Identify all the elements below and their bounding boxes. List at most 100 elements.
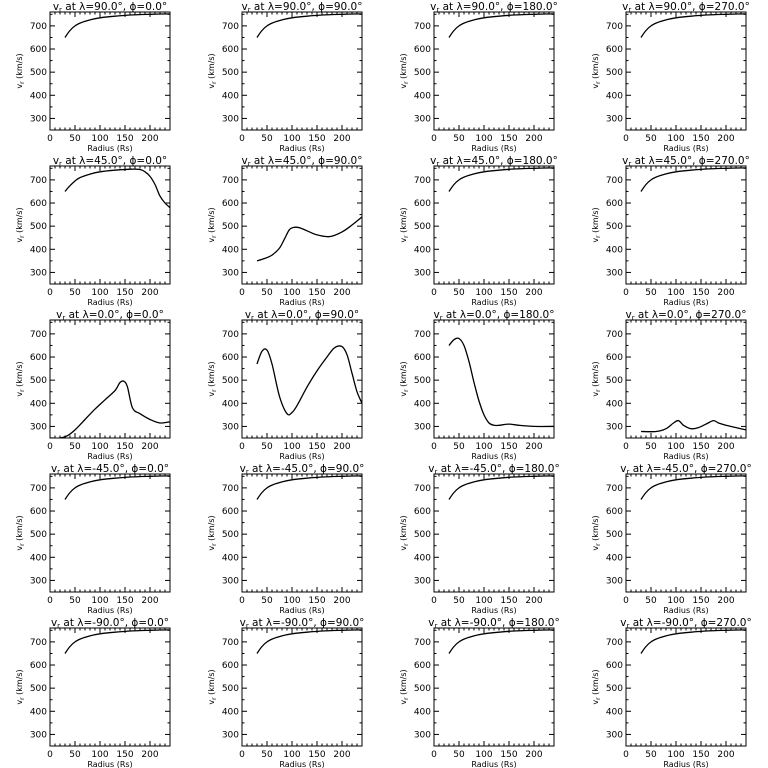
ylabel-subscript: r: [19, 697, 26, 700]
title-subscript: r: [59, 160, 62, 168]
y-tick-label: 600: [222, 353, 239, 363]
ylabel-subscript: r: [595, 543, 602, 546]
title-subscript: r: [436, 160, 439, 168]
x-tick-label: 0: [239, 134, 245, 144]
y-tick-label: 700: [30, 638, 47, 648]
x-axis-label: Radius (Rs): [471, 298, 516, 307]
title-main: v: [241, 155, 247, 167]
plot-frame: [241, 319, 363, 439]
y-tick-label: 700: [30, 484, 47, 494]
y-axis-label: vr (km/s): [399, 53, 410, 88]
panel: vr at λ=-90.0°, ϕ=0.0°0 50 100 150 200300400…: [15, 617, 171, 768]
plot-frame: [433, 319, 555, 439]
title-subscript: r: [57, 622, 60, 630]
y-tick-label: 500: [30, 222, 47, 232]
panel: vr at λ=90.0°, ϕ=270.0°0 50 100 150 20030040…: [591, 1, 750, 153]
y-tick-label: 600: [414, 199, 431, 209]
title-main: v: [56, 309, 62, 321]
x-tick-label: 200: [333, 134, 350, 144]
ylabel-subscript: r: [403, 697, 410, 700]
x-tick-label: 0: [623, 750, 629, 760]
x-tick-label: 0: [47, 288, 53, 298]
x-axis-label: Radius (Rs): [663, 606, 708, 615]
y-tick-label: 600: [222, 661, 239, 671]
title-rest: at λ=45.0°, ϕ=270.0°: [631, 155, 750, 167]
title-rest: at λ=90.0°, ϕ=270.0°: [631, 1, 750, 13]
y-axis-label: vr (km/s): [591, 207, 602, 242]
title-main: v: [51, 463, 57, 475]
x-tick-label: 0: [47, 750, 53, 760]
x-axis-label: Radius (Rs): [87, 760, 132, 768]
y-tick-label: 600: [606, 45, 623, 55]
x-axis-label: Radius (Rs): [471, 144, 516, 153]
title-subscript: r: [62, 314, 65, 322]
y-axis-label: vr (km/s): [207, 53, 218, 88]
y-tick-label: 300: [606, 730, 623, 740]
ylabel-subscript: r: [211, 389, 218, 392]
panel-title: vr at λ=45.0°, ϕ=270.0°: [622, 155, 750, 168]
x-tick-label: 0: [239, 750, 245, 760]
y-tick-label: 700: [222, 22, 239, 32]
y-tick-label: 300: [414, 268, 431, 278]
x-tick-label: 200: [525, 750, 542, 760]
series-line: [64, 475, 170, 500]
ylabel-main: v: [399, 392, 408, 397]
title-main: v: [433, 309, 439, 321]
title-rest: at λ=0.0°, ϕ=0.0°: [65, 309, 164, 321]
title-main: v: [241, 1, 247, 13]
y-tick-label: 400: [30, 91, 47, 101]
y-axis-label: vr (km/s): [591, 515, 602, 550]
y-tick-label: 500: [414, 376, 431, 386]
plot-frame: [433, 473, 555, 593]
title-rest: at λ=45.0°, ϕ=0.0°: [62, 155, 167, 167]
title-subscript: r: [434, 468, 437, 476]
title-main: v: [240, 617, 246, 629]
panel-title: vr at λ=90.0°, ϕ=0.0°: [53, 1, 167, 14]
ylabel-main: v: [207, 700, 216, 705]
x-tick-label: 200: [717, 442, 734, 452]
y-tick-label: 400: [414, 553, 431, 563]
x-tick-label: 50: [645, 288, 657, 298]
series-line: [64, 168, 170, 209]
ylabel-subscript: r: [403, 81, 410, 84]
y-tick-label: 300: [222, 268, 239, 278]
x-tick-label: 200: [141, 596, 158, 606]
y-tick-label: 400: [414, 91, 431, 101]
ylabel-main: v: [15, 238, 24, 243]
y-tick-label: 700: [414, 484, 431, 494]
x-tick-label: 50: [69, 288, 81, 298]
x-tick-label: 50: [69, 750, 81, 760]
x-tick-label: 150: [500, 134, 517, 144]
plot-frame: [49, 473, 171, 593]
series-line: [256, 216, 362, 262]
y-tick-label: 500: [30, 68, 47, 78]
x-tick-label: 50: [453, 288, 465, 298]
title-rest: at λ=-45.0°, ϕ=0.0°: [60, 463, 169, 475]
y-tick-label: 400: [222, 91, 239, 101]
panel-title: vr at λ=-45.0°, ϕ=180.0°: [428, 463, 559, 476]
ylabel-subscript: r: [19, 235, 26, 238]
x-tick-label: 200: [141, 134, 158, 144]
panel-title: vr at λ=0.0°, ϕ=270.0°: [625, 309, 746, 322]
x-tick-label: 150: [308, 442, 325, 452]
ylabel-main: v: [591, 546, 600, 551]
title-main: v: [625, 309, 631, 321]
panel-title: vr at λ=-45.0°, ϕ=90.0°: [240, 463, 365, 476]
title-rest: at λ=-90.0°, ϕ=0.0°: [60, 617, 169, 629]
x-tick-label: 100: [91, 596, 108, 606]
x-tick-label: 50: [453, 750, 465, 760]
y-axis-label: vr (km/s): [591, 669, 602, 704]
y-tick-label: 300: [606, 422, 623, 432]
ylabel-subscript: r: [595, 81, 602, 84]
plot-frame: [625, 319, 747, 439]
x-tick-label: 100: [667, 134, 684, 144]
x-tick-label: 150: [116, 750, 133, 760]
x-tick-label: 200: [717, 134, 734, 144]
ylabel-main: v: [207, 84, 216, 89]
ylabel-rest: (km/s): [591, 53, 600, 81]
y-axis-label: vr (km/s): [15, 515, 26, 550]
series-line: [50, 380, 170, 438]
x-tick-label: 50: [645, 750, 657, 760]
series-line: [256, 629, 362, 654]
